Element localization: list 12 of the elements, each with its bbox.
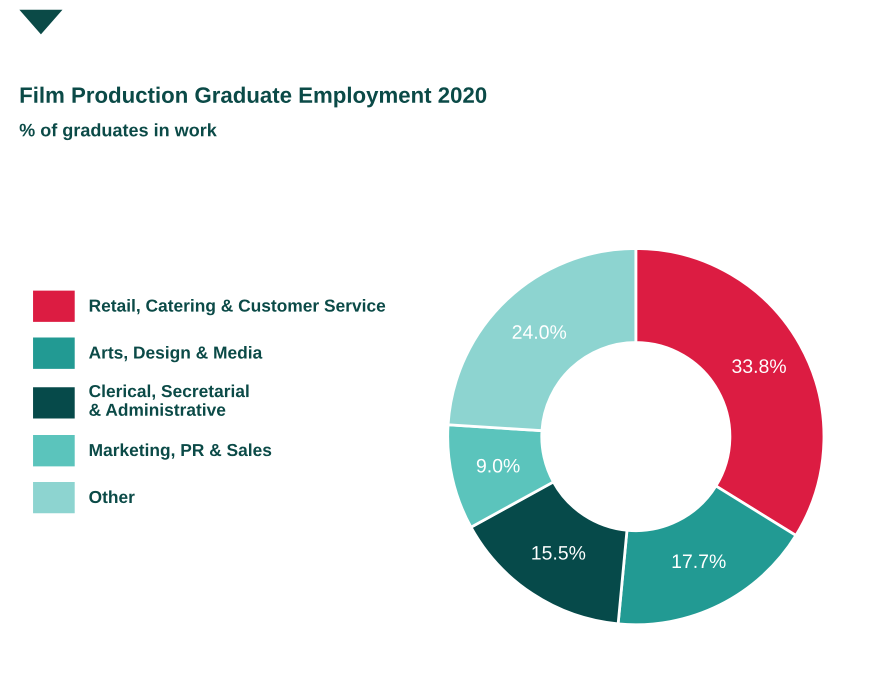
data-label: 15.5%: [532, 546, 586, 560]
data-label: 24.0%: [512, 325, 566, 339]
legend-label: Arts, Design & Media: [89, 346, 262, 362]
legend-label: Retail, Catering & Customer Service: [90, 299, 386, 316]
data-label: 33.8%: [732, 359, 786, 374]
data-label: 9.0%: [476, 458, 520, 473]
data-label: 17.7%: [672, 554, 726, 568]
legend-label: Marketing, PR & Sales: [90, 443, 272, 460]
chart-title: Film Production Graduate Employment 2020: [20, 86, 486, 108]
legend-label: Clerical, Secretarial & Administrative: [89, 384, 249, 416]
chart-subtitle: % of graduates in work: [20, 123, 217, 140]
legend-label: Other: [89, 490, 135, 504]
